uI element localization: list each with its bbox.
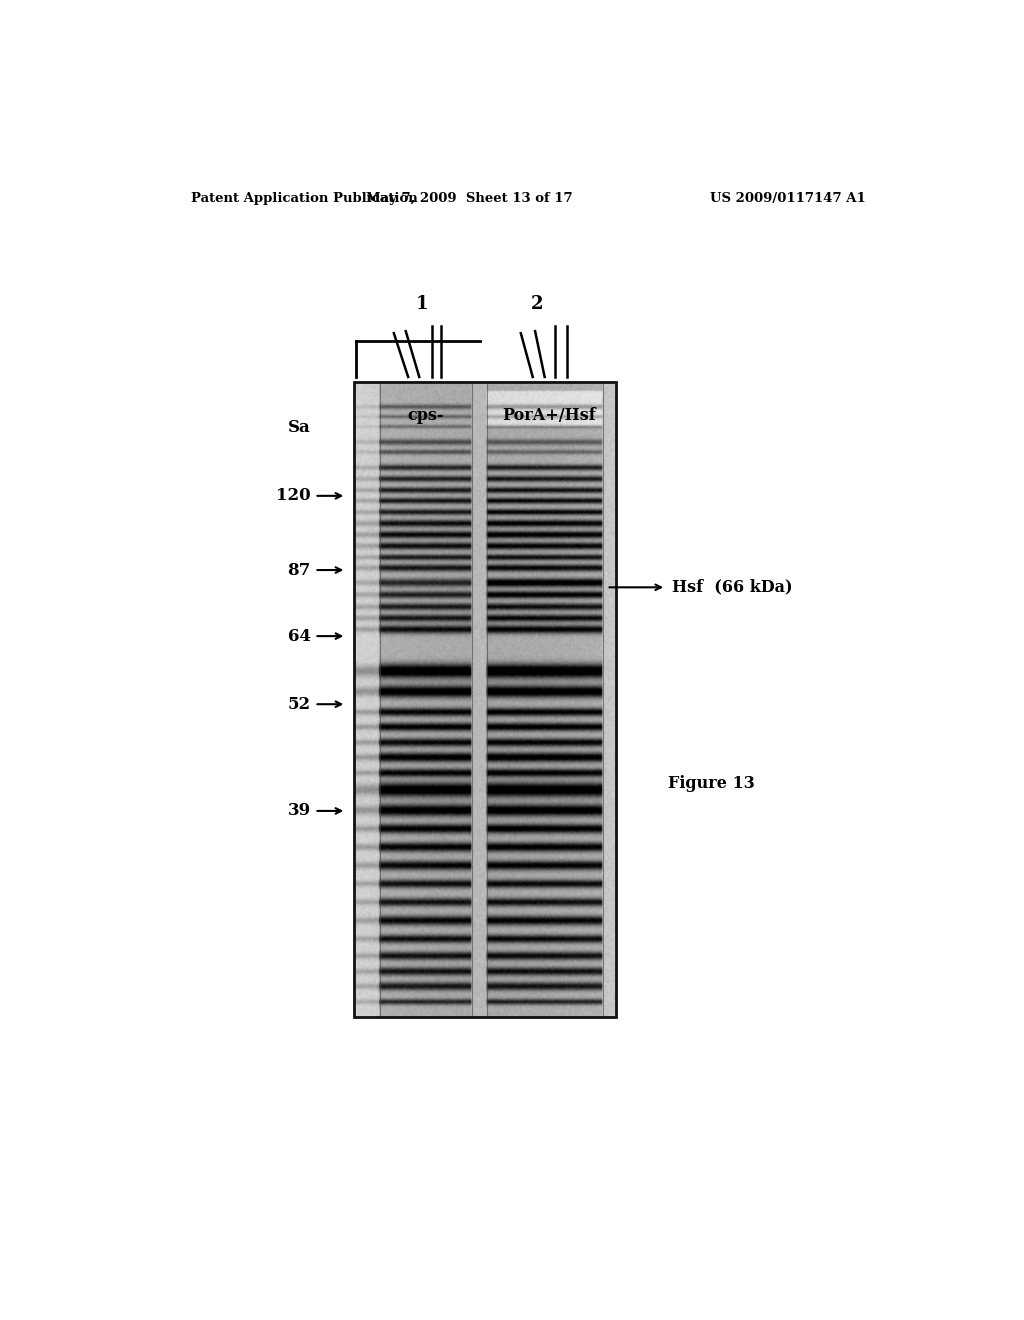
Text: 64: 64 <box>288 627 310 644</box>
Text: US 2009/0117147 A1: US 2009/0117147 A1 <box>711 191 866 205</box>
Text: 39: 39 <box>288 803 310 820</box>
Text: May 7, 2009  Sheet 13 of 17: May 7, 2009 Sheet 13 of 17 <box>366 191 572 205</box>
Text: 52: 52 <box>288 696 310 713</box>
Text: 87: 87 <box>288 561 310 578</box>
Text: 120: 120 <box>275 487 310 504</box>
Text: PorA+/Hsf: PorA+/Hsf <box>502 408 595 425</box>
Text: Figure 13: Figure 13 <box>668 775 755 792</box>
Text: 1: 1 <box>416 294 428 313</box>
Text: Patent Application Publication: Patent Application Publication <box>191 191 418 205</box>
Text: Sa: Sa <box>288 420 310 436</box>
Bar <box>354 381 616 1018</box>
Text: cps-: cps- <box>408 408 443 425</box>
Text: Hsf  (66 kDa): Hsf (66 kDa) <box>673 579 793 595</box>
Text: 2: 2 <box>530 294 543 313</box>
